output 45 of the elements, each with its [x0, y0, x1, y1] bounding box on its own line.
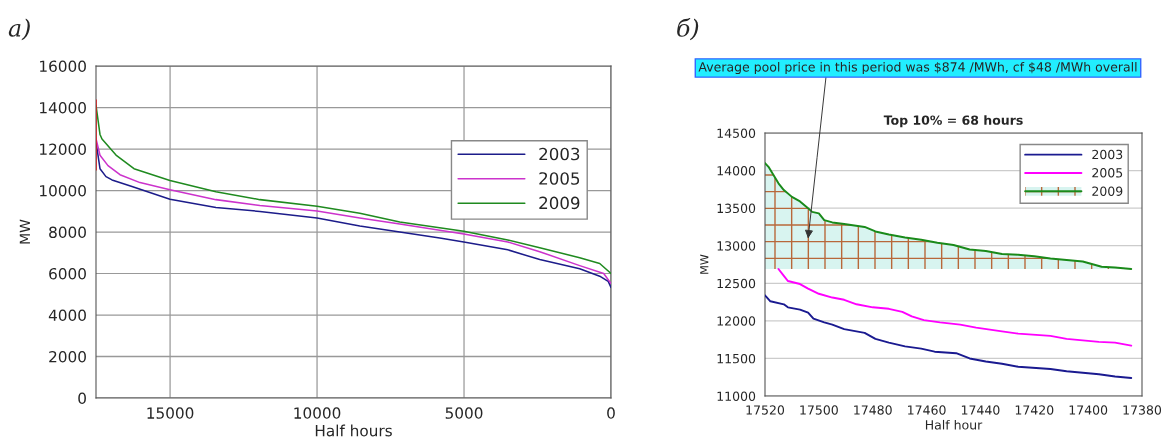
y-tick-label: 6000	[49, 267, 86, 280]
text: Average pool price in this period was $874 /MWh, cf $48 /MWh overall	[698, 61, 1137, 75]
legend-label: 2009	[539, 196, 580, 210]
y-tick-label: 12500	[717, 278, 756, 289]
y-axis-title: MW	[19, 219, 30, 244]
y-tick-label: 14500	[717, 128, 756, 138]
x-tick-label: 17400	[1069, 405, 1108, 415]
x-axis-title: Half hours	[315, 424, 392, 437]
text: б)	[677, 17, 699, 41]
y-tick-label: 16000	[40, 60, 86, 73]
legend-label: 2005	[539, 172, 580, 185]
legend-label: 2009	[1092, 186, 1123, 196]
x-tick-label: 15000	[147, 407, 194, 419]
x-tick-label: 5000	[445, 407, 483, 419]
y-tick-label: 13000	[717, 241, 756, 251]
y-tick-label: 11500	[717, 353, 756, 364]
x-tick-label: 0	[607, 407, 615, 419]
x-axis-title: Half hour	[925, 419, 983, 430]
y-tick-label: 12000	[40, 143, 86, 156]
y-tick-label: 4000	[48, 309, 86, 322]
x-tick-label: 17380	[1123, 405, 1162, 415]
legend-label: 2003	[539, 147, 580, 161]
y-tick-label: 14000	[717, 166, 756, 176]
text: а)	[8, 18, 30, 41]
y-tick-label: 13500	[717, 203, 756, 214]
x-tick-label: 17480	[854, 405, 892, 415]
legend-label: 2005	[1092, 168, 1123, 178]
y-tick-label: 10000	[40, 184, 86, 197]
x-tick-label: 17440	[961, 405, 1000, 415]
y-tick-label: 8000	[49, 226, 86, 239]
chart-title: Top 10% = 68 hours	[883, 115, 1023, 128]
y-tick-label: 14000	[40, 101, 86, 114]
x-tick-label: 17460	[908, 405, 946, 415]
y-axis-title: MW	[700, 254, 709, 274]
x-tick-label: 17420	[1015, 405, 1054, 415]
line-series	[777, 268, 1133, 347]
x-tick-label: 17500	[800, 405, 838, 415]
line-series	[765, 294, 1133, 379]
y-tick-label: 12000	[717, 316, 756, 326]
y-tick-label: 11000	[717, 391, 756, 401]
legend-label: 2003	[1092, 149, 1123, 160]
x-tick-label: 17520	[746, 405, 785, 415]
y-tick-label: 2000	[49, 350, 86, 363]
y-tick-label: 0	[78, 392, 86, 405]
x-tick-label: 10000	[294, 407, 341, 419]
